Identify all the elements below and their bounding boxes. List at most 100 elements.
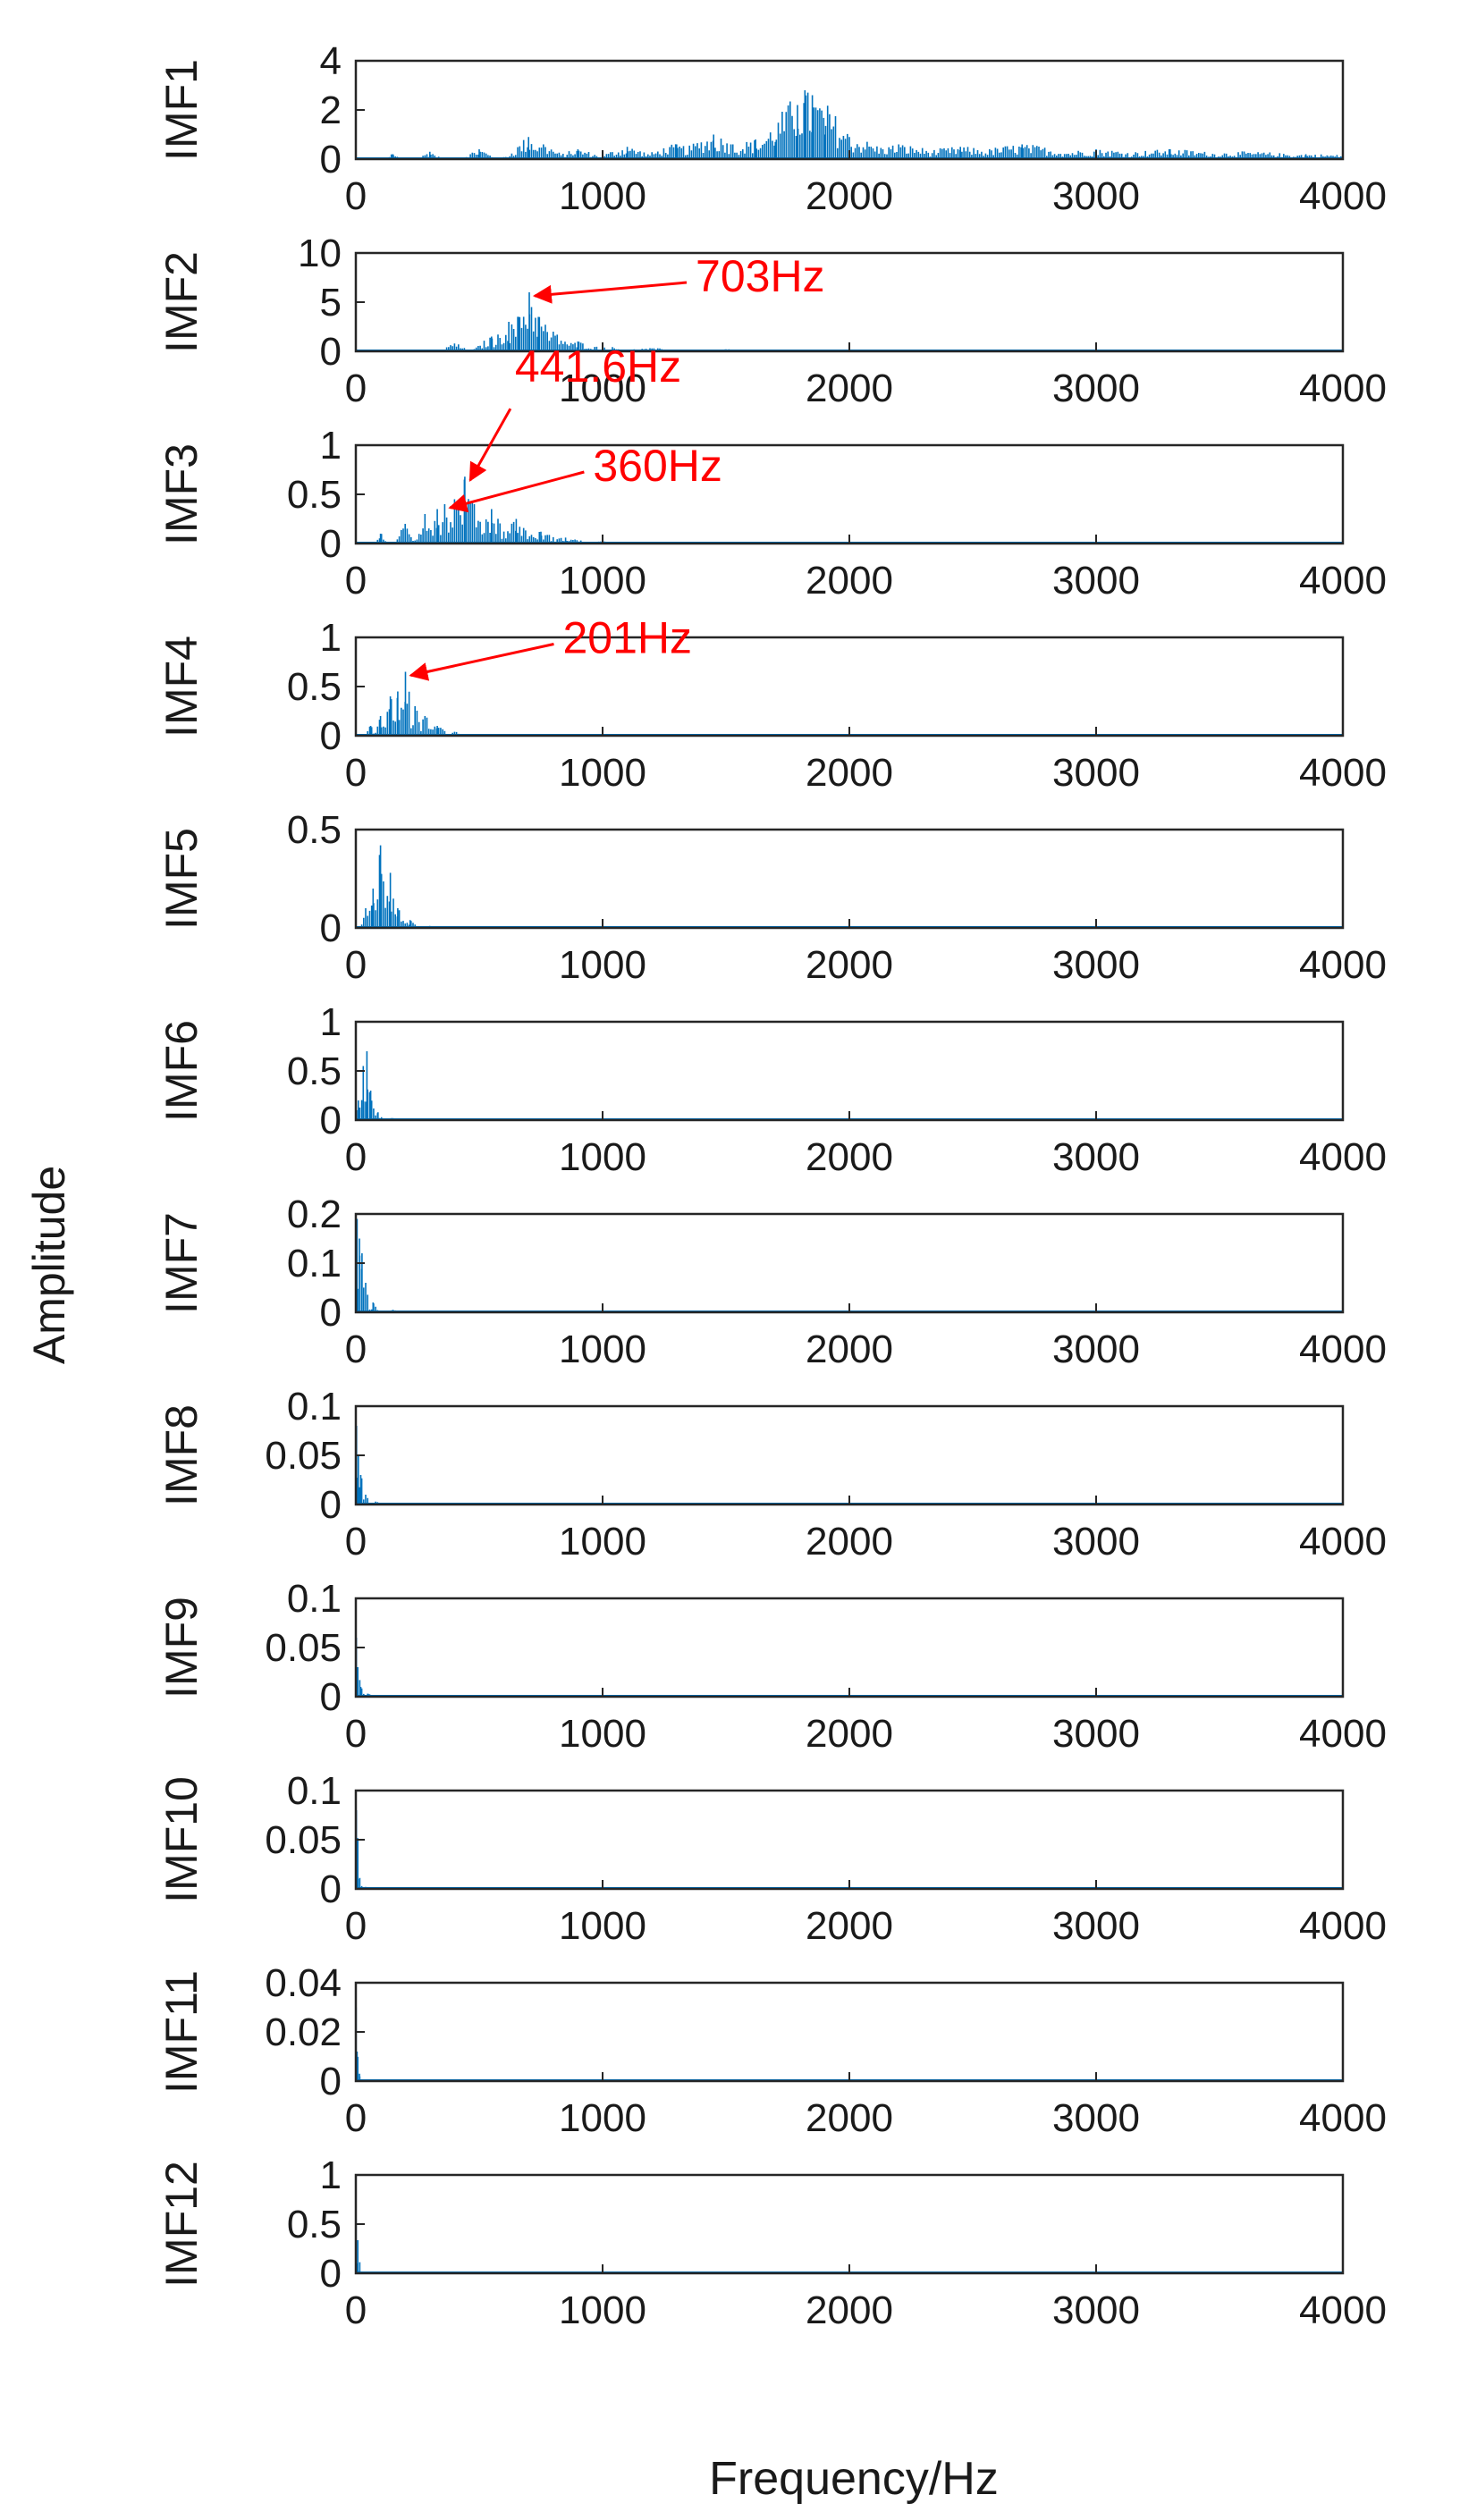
y-tick-label: 0.5 bbox=[287, 808, 342, 852]
panel-label: IMF7 bbox=[156, 1212, 207, 1314]
x-tick-label: 1000 bbox=[559, 1135, 646, 1179]
y-tick-label: 0 bbox=[320, 330, 342, 374]
y-tick-label: 0.1 bbox=[287, 1769, 342, 1813]
panel-label: IMF9 bbox=[156, 1597, 207, 1698]
x-tick-label: 1000 bbox=[559, 1520, 646, 1563]
annotation-label: 703Hz bbox=[696, 251, 825, 301]
x-tick-label: 0 bbox=[345, 943, 367, 987]
y-tick-label: 0 bbox=[320, 1675, 342, 1719]
annotation-label: 201Hz bbox=[562, 613, 692, 663]
x-tick-label: 3000 bbox=[1052, 943, 1140, 987]
y-tick-label: 0 bbox=[320, 2252, 342, 2296]
axes-box bbox=[354, 2173, 1345, 2275]
x-tick-label: 4000 bbox=[1299, 943, 1387, 987]
spectrum-imf8 bbox=[355, 1426, 1340, 1504]
y-tick-label: 0.2 bbox=[287, 1193, 342, 1236]
y-tick-label: 5 bbox=[320, 281, 342, 324]
annotation: 703Hz bbox=[532, 251, 825, 304]
x-tick-label: 0 bbox=[345, 1520, 367, 1563]
x-tick-label: 4000 bbox=[1299, 1520, 1387, 1563]
y-tick-label: 0 bbox=[320, 2060, 342, 2103]
panel-label: IMF10 bbox=[156, 1776, 207, 1903]
x-tick-label: 0 bbox=[345, 2288, 367, 2332]
y-tick-label: 4 bbox=[320, 39, 342, 83]
x-tick-label: 0 bbox=[345, 559, 367, 603]
x-tick-label: 2000 bbox=[806, 1904, 893, 1948]
x-tick-label: 1000 bbox=[559, 2096, 646, 2140]
x-tick-label: 3000 bbox=[1052, 751, 1140, 795]
panel-label: IMF8 bbox=[156, 1404, 207, 1506]
y-tick-label: 0 bbox=[320, 138, 342, 181]
y-tick-label: 0 bbox=[320, 1291, 342, 1335]
axes-box bbox=[354, 1981, 1345, 2083]
x-tick-label: 0 bbox=[345, 1904, 367, 1948]
y-tick-label: 0.1 bbox=[287, 1242, 342, 1285]
x-tick-label: 1000 bbox=[559, 751, 646, 795]
y-tick-label: 0.04 bbox=[265, 1961, 342, 2005]
y-tick-label: 0.05 bbox=[265, 1818, 342, 1862]
panel-label: IMF3 bbox=[156, 443, 207, 545]
x-tick-label: 3000 bbox=[1052, 559, 1140, 603]
x-tick-label: 2000 bbox=[806, 174, 893, 218]
x-tick-label: 0 bbox=[345, 1327, 367, 1371]
y-tick-label: 1 bbox=[320, 616, 342, 660]
annotation: 441.6Hz bbox=[468, 341, 681, 483]
x-tick-label: 1000 bbox=[559, 1712, 646, 1756]
axes-box bbox=[354, 636, 1345, 737]
y-tick-label: 1 bbox=[320, 1000, 342, 1044]
annotation-label: 441.6Hz bbox=[515, 341, 681, 392]
x-tick-label: 4000 bbox=[1299, 1135, 1387, 1179]
y-tick-label: 0 bbox=[320, 1099, 342, 1142]
spectrum-imf7 bbox=[355, 1218, 1344, 1312]
x-tick-label: 0 bbox=[345, 2096, 367, 2140]
x-tick-label: 3000 bbox=[1052, 1904, 1140, 1948]
y-tick-label: 0 bbox=[320, 1867, 342, 1911]
y-tick-label: 0.5 bbox=[287, 2203, 342, 2246]
panel-label: IMF5 bbox=[156, 828, 207, 930]
y-tick-label: 2 bbox=[320, 88, 342, 132]
y-tick-label: 0 bbox=[320, 714, 342, 758]
y-tick-label: 1 bbox=[320, 2153, 342, 2197]
panel-label: IMF12 bbox=[156, 2161, 207, 2288]
y-tick-label: 10 bbox=[298, 232, 342, 275]
annotation: 360Hz bbox=[448, 441, 722, 513]
spectrum-imf6 bbox=[355, 1051, 1344, 1120]
x-tick-label: 2000 bbox=[806, 943, 893, 987]
y-tick-label: 1 bbox=[320, 424, 342, 468]
spectrum-imf1 bbox=[355, 90, 1344, 159]
panel-label: IMF1 bbox=[156, 59, 207, 161]
x-tick-label: 3000 bbox=[1052, 174, 1140, 218]
annotation: 201Hz bbox=[409, 613, 692, 681]
x-tick-label: 2000 bbox=[806, 1520, 893, 1563]
y-tick-label: 0 bbox=[320, 1483, 342, 1527]
x-tick-label: 2000 bbox=[806, 2288, 893, 2332]
y-tick-label: 0.05 bbox=[265, 1434, 342, 1478]
x-tick-label: 4000 bbox=[1299, 174, 1387, 218]
x-tick-label: 2000 bbox=[806, 1712, 893, 1756]
x-tick-label: 4000 bbox=[1299, 367, 1387, 410]
y-tick-label: 0.5 bbox=[287, 473, 342, 517]
x-tick-label: 1000 bbox=[559, 559, 646, 603]
x-tick-label: 2000 bbox=[806, 559, 893, 603]
x-tick-label: 2000 bbox=[806, 367, 893, 410]
x-tick-label: 3000 bbox=[1052, 1520, 1140, 1563]
x-tick-label: 2000 bbox=[806, 751, 893, 795]
x-tick-label: 4000 bbox=[1299, 2288, 1387, 2332]
x-tick-label: 3000 bbox=[1052, 1135, 1140, 1179]
y-tick-label: 0.02 bbox=[265, 2010, 342, 2054]
axes-box bbox=[354, 1020, 1345, 1122]
y-tick-label: 0 bbox=[320, 906, 342, 950]
x-tick-label: 0 bbox=[345, 1712, 367, 1756]
annotation-label: 360Hz bbox=[593, 441, 722, 491]
x-tick-label: 0 bbox=[345, 751, 367, 795]
spectrum-imf10 bbox=[355, 1810, 1344, 1889]
spectrum-imf3 bbox=[355, 476, 1342, 544]
panel-label: IMF2 bbox=[156, 251, 207, 353]
